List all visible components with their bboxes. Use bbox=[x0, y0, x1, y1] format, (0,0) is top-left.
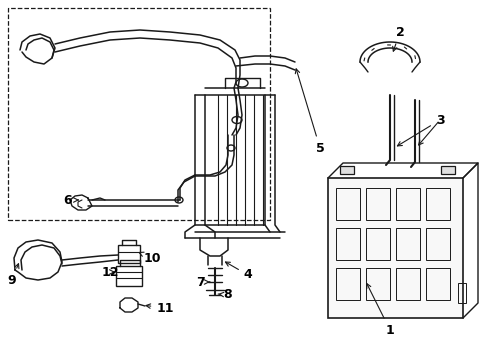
Bar bbox=[366, 188, 390, 220]
Bar bbox=[426, 188, 450, 220]
Bar bbox=[336, 228, 360, 260]
Bar bbox=[426, 228, 450, 260]
Text: 6: 6 bbox=[64, 194, 78, 207]
Text: 5: 5 bbox=[295, 69, 324, 154]
Bar bbox=[458, 283, 466, 303]
Bar bbox=[336, 268, 360, 300]
Text: 11: 11 bbox=[146, 302, 174, 315]
Text: 2: 2 bbox=[392, 26, 404, 51]
Text: 7: 7 bbox=[196, 275, 210, 288]
Bar bbox=[426, 268, 450, 300]
Bar bbox=[336, 188, 360, 220]
Bar bbox=[340, 166, 354, 174]
Text: 1: 1 bbox=[367, 284, 394, 337]
Bar bbox=[441, 166, 455, 174]
Text: 4: 4 bbox=[225, 262, 252, 282]
Bar bbox=[8, 8, 270, 220]
Bar bbox=[366, 228, 390, 260]
Text: 9: 9 bbox=[8, 264, 19, 287]
Text: 12: 12 bbox=[101, 266, 119, 279]
Text: 8: 8 bbox=[218, 288, 232, 302]
Text: 10: 10 bbox=[139, 252, 161, 265]
Bar bbox=[118, 245, 140, 263]
Bar bbox=[396, 188, 420, 220]
Bar bbox=[116, 266, 142, 286]
Bar bbox=[396, 228, 420, 260]
Bar bbox=[328, 178, 463, 318]
Bar bbox=[396, 268, 420, 300]
Bar bbox=[366, 268, 390, 300]
Text: 3: 3 bbox=[397, 113, 444, 146]
